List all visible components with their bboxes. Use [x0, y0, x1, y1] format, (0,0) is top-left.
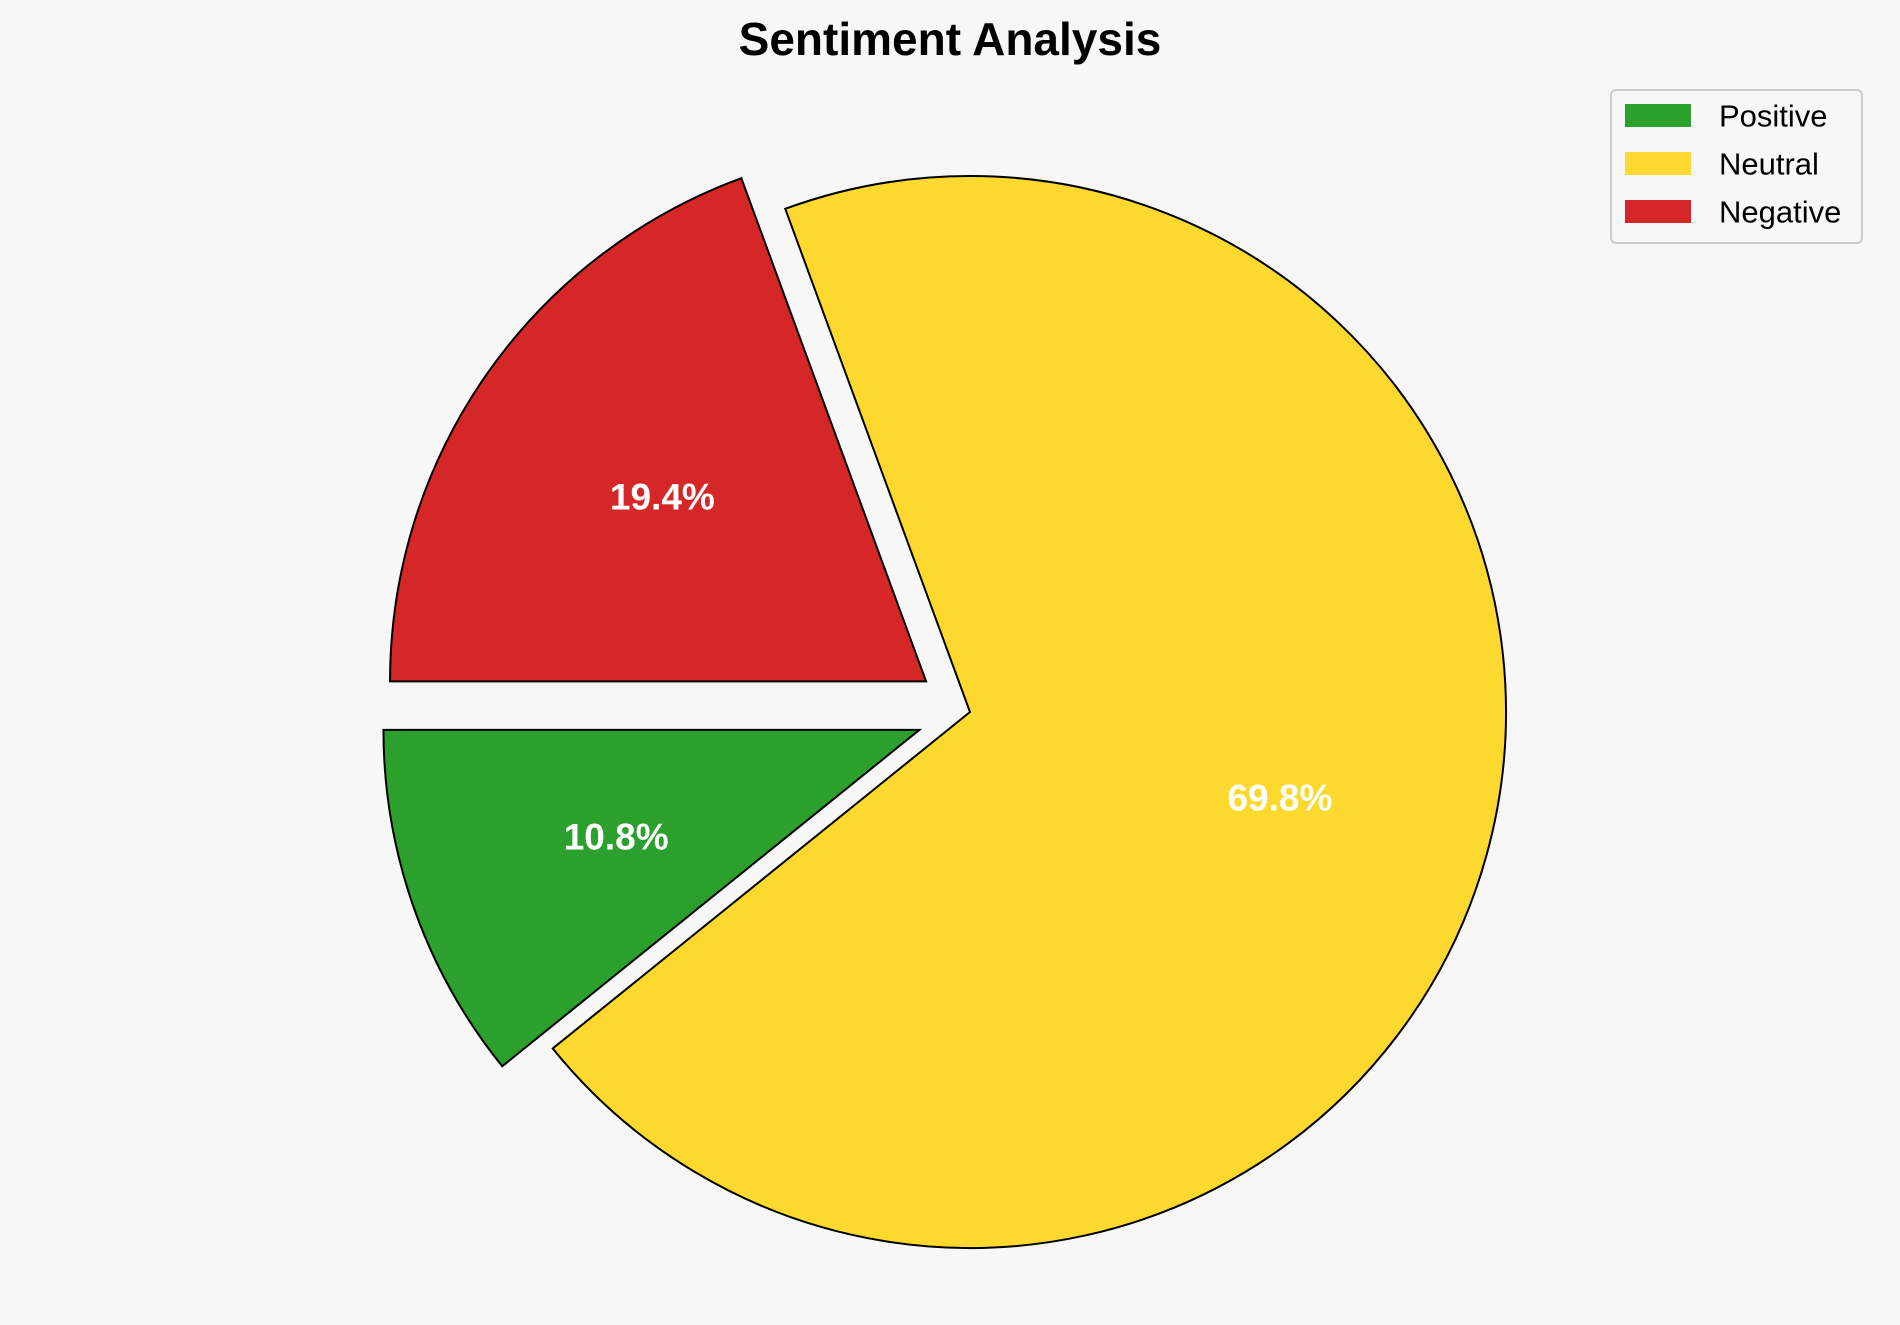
legend: Positive Neutral Negative: [1610, 89, 1863, 244]
pie-slices: [382, 175, 1507, 1249]
pie-slice-negative: [389, 176, 928, 683]
legend-swatch-negative: [1625, 200, 1691, 223]
pie-labels: 10.8% 69.8% 19.4%: [564, 477, 1333, 858]
legend-entry-negative: Negative: [1625, 195, 1841, 230]
legend-label-negative: Negative: [1719, 195, 1841, 230]
legend-swatch-neutral: [1625, 152, 1691, 175]
pie-slice-positive: [382, 728, 923, 1068]
chart-title: Sentiment Analysis: [739, 13, 1162, 65]
legend-label-neutral: Neutral: [1719, 147, 1819, 182]
pie-slice-neutral: [551, 175, 1507, 1249]
legend-label-positive: Positive: [1719, 99, 1828, 134]
legend-swatch-positive: [1625, 104, 1691, 127]
pct-label-positive: 10.8%: [564, 816, 669, 857]
legend-entry-neutral: Neutral: [1625, 147, 1819, 182]
pct-label-negative: 19.4%: [610, 477, 715, 518]
legend-entry-positive: Positive: [1625, 99, 1828, 134]
pct-label-neutral: 69.8%: [1227, 777, 1332, 818]
